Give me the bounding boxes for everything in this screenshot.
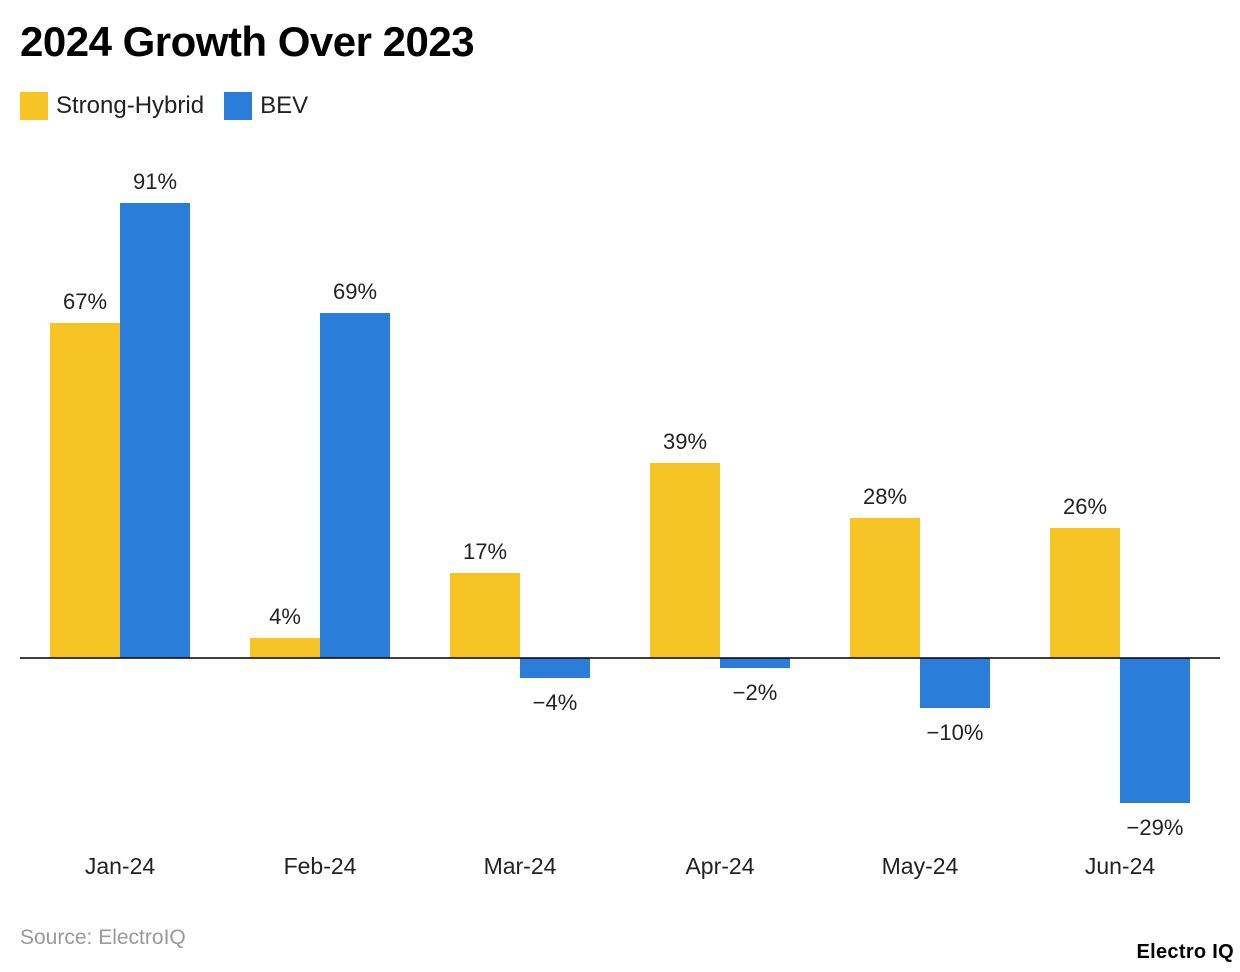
data-label-strong-hybrid-jun-24: 26% [1063, 494, 1107, 519]
bar-bev-may-24 [920, 658, 990, 708]
bar-strong-hybrid-may-24 [850, 518, 920, 658]
data-label-strong-hybrid-feb-24: 4% [269, 604, 301, 629]
data-label-bev-may-24: −10% [927, 720, 984, 745]
data-label-bev-apr-24: −2% [733, 680, 778, 705]
category-label-mar-24: Mar-24 [484, 853, 557, 879]
legend-swatch-bev [224, 92, 253, 120]
category-label-jun-24: Jun-24 [1085, 853, 1156, 879]
legend-label-bev: BEV [260, 92, 309, 119]
data-label-strong-hybrid-apr-24: 39% [663, 429, 707, 454]
legend: Strong-Hybrid BEV [20, 92, 308, 120]
category-label-feb-24: Feb-24 [284, 853, 357, 879]
bar-strong-hybrid-jun-24 [1050, 528, 1120, 658]
data-label-strong-hybrid-may-24: 28% [863, 484, 907, 509]
bar-bev-mar-24 [520, 658, 590, 678]
data-label-bev-mar-24: −4% [533, 690, 578, 715]
legend-label-strong-hybrid: Strong-Hybrid [56, 92, 205, 119]
bar-bev-feb-24 [320, 313, 390, 658]
category-label-jan-24: Jan-24 [85, 853, 156, 879]
bar-strong-hybrid-jan-24 [50, 323, 120, 658]
bar-bev-jan-24 [120, 203, 190, 658]
data-label-bev-feb-24: 69% [333, 279, 377, 304]
category-label-may-24: May-24 [882, 853, 959, 879]
source-note: Source: ElectroIQ [20, 926, 186, 949]
data-label-strong-hybrid-jan-24: 67% [63, 289, 107, 314]
brand-logo: Electro IQ [1136, 941, 1234, 963]
data-label-bev-jan-24: 91% [133, 169, 177, 194]
bar-strong-hybrid-mar-24 [450, 573, 520, 658]
bar-bev-jun-24 [1120, 658, 1190, 803]
bar-strong-hybrid-feb-24 [250, 638, 320, 658]
bar-bev-apr-24 [720, 658, 790, 668]
category-label-apr-24: Apr-24 [685, 853, 754, 879]
data-label-strong-hybrid-mar-24: 17% [463, 539, 507, 564]
legend-swatch-strong-hybrid [20, 92, 48, 120]
data-label-bev-jun-24: −29% [1127, 815, 1184, 840]
legend-item-strong-hybrid: Strong-Hybrid [20, 92, 204, 120]
bar-strong-hybrid-apr-24 [650, 463, 720, 658]
chart-title: 2024 Growth Over 2023 [20, 18, 475, 65]
legend-item-bev: BEV [224, 92, 308, 120]
